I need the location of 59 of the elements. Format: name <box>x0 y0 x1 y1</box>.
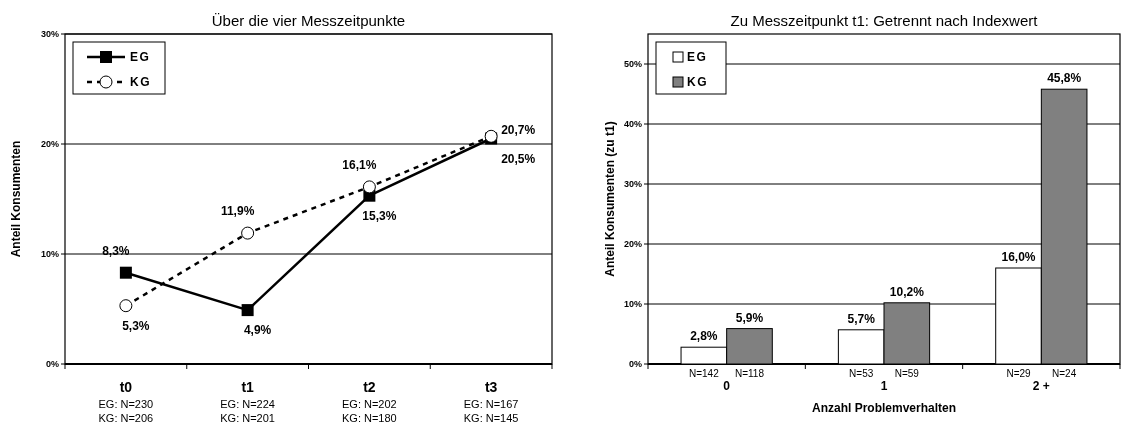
data-label: 20,5% <box>501 151 536 166</box>
y-tick-label: 0% <box>45 359 59 370</box>
y-tick-label: 30% <box>623 179 642 190</box>
y-tick-label: 30% <box>40 29 59 40</box>
data-label: 4,9% <box>243 323 272 338</box>
text: N=29 <box>1006 368 1032 379</box>
data-label: 5,9% <box>735 310 764 325</box>
y-tick-label: 10% <box>40 249 59 260</box>
x-tick-label: t0 <box>119 379 133 395</box>
text: N=118 <box>734 368 765 379</box>
x-tick-label: 1 <box>880 379 888 393</box>
data-label: 20,7% <box>501 123 536 138</box>
text: N=53 <box>849 368 874 379</box>
data-label: 8,3% <box>102 243 130 258</box>
text: EG: N=224 <box>220 398 275 410</box>
data-label: 45,8% <box>1047 71 1082 86</box>
data-label: 15,3% <box>362 208 397 223</box>
text: EG: N=167 <box>463 398 519 410</box>
text: KG: N=206 <box>98 412 154 424</box>
data-label: 10,2% <box>889 284 925 299</box>
x-tick-label: t3 <box>484 379 498 395</box>
data-label: 16,0% <box>1001 250 1036 264</box>
data-label: 11,9% <box>220 204 255 219</box>
text: N=59 <box>894 368 920 379</box>
chart-title: Über die vier Messzeitpunkte <box>211 12 406 29</box>
text: EG: N=230 <box>98 398 154 410</box>
y-tick-label: 20% <box>40 139 59 150</box>
data-label: 2,8% <box>690 329 718 344</box>
x-axis-title: Anzahl Problemverhalten <box>811 401 957 415</box>
text: N=142 <box>688 368 720 379</box>
text: KG: N=180 <box>342 412 397 424</box>
point <box>119 266 132 279</box>
text: KG: N=145 <box>463 412 519 424</box>
y-tick-label: 40% <box>623 119 642 130</box>
x-tick-label: 2 + <box>1032 379 1050 393</box>
y-tick-label: 20% <box>623 239 642 250</box>
data-label: 5,3% <box>122 318 150 333</box>
legend-label: KG <box>130 75 151 90</box>
data-label: 16,1% <box>342 157 377 172</box>
y-tick-label: 10% <box>623 299 642 310</box>
point <box>241 304 254 317</box>
legend-label: EG <box>130 50 151 65</box>
chart-title: Zu Messzeitpunkt t1: Getrennt nach Indexwert <box>730 12 1039 29</box>
y-tick-label: 50% <box>623 59 642 70</box>
point <box>241 226 255 240</box>
x-tick-label: 0 <box>723 379 731 393</box>
y-axis-title: Anteil Konsumenten (zu t1) <box>603 121 617 277</box>
text: KG: N=201 <box>220 412 275 424</box>
point <box>119 299 133 313</box>
x-tick-label: t2 <box>363 379 376 395</box>
y-tick-label: 0% <box>628 359 642 370</box>
text: EG: N=202 <box>342 398 397 410</box>
legend-label: KG <box>687 75 708 90</box>
y-axis-title: Anteil Konsumenten <box>9 140 23 258</box>
data-label: 5,7% <box>847 311 876 326</box>
text: N=24 <box>1052 368 1077 379</box>
x-tick-label: t1 <box>241 379 255 395</box>
legend-label: EG <box>687 50 708 65</box>
point <box>362 180 376 194</box>
